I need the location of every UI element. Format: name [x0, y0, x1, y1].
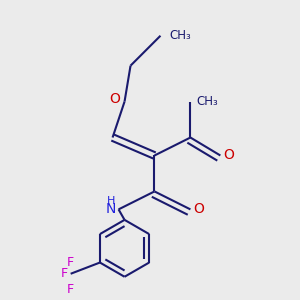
Text: O: O: [109, 92, 120, 106]
Text: O: O: [194, 202, 204, 216]
Text: CH₃: CH₃: [169, 29, 191, 42]
Text: CH₃: CH₃: [196, 95, 218, 108]
Text: F: F: [61, 267, 68, 280]
Text: O: O: [224, 148, 234, 163]
Text: F: F: [67, 283, 74, 296]
Text: H: H: [107, 196, 116, 206]
Text: F: F: [67, 256, 74, 269]
Text: N: N: [105, 202, 116, 216]
